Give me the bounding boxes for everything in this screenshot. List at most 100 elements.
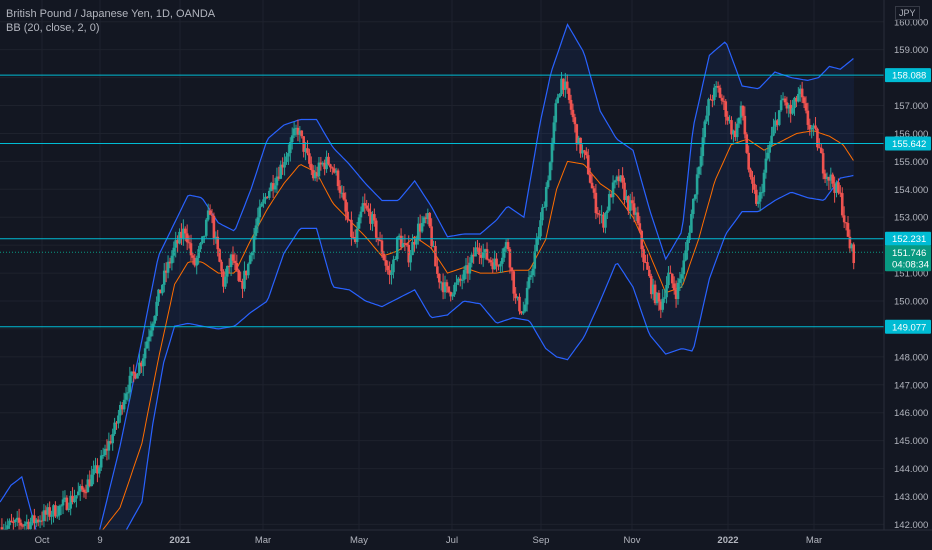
candle-body [252,235,256,253]
level-tag[interactable] [885,136,931,151]
candle-body [266,196,269,198]
candle-body [548,162,552,181]
candle-body [233,260,237,263]
candle-body [682,260,686,275]
candle-body [229,254,233,268]
candle-body [529,275,533,278]
candle-body [287,153,290,157]
candle-body [65,497,69,510]
candle-body [508,249,512,268]
candle-body [46,507,50,515]
symbol-title[interactable]: British Pound / Japanese Yen, 1D, OANDA [6,8,216,20]
candle-body [693,194,697,199]
candle-body [823,173,827,179]
candle-body [136,373,139,379]
candle-body [34,519,38,524]
time-tick-label: 2022 [717,535,738,546]
candle-body [583,150,586,152]
candle-body [787,104,791,109]
level-tag-label: 152.231 [892,234,926,245]
candle-body [155,301,158,316]
time-axis-panel[interactable] [0,530,932,550]
candle-body [728,120,731,122]
candle-body [848,236,852,249]
candle-body [302,136,305,152]
candle-body [518,296,521,312]
currency-label[interactable]: JPY [895,6,920,20]
candle-body [586,155,590,175]
candle-body [319,162,323,165]
price-tick-label: 145.000 [894,436,928,447]
candle-body [394,259,397,261]
candle-body [86,479,90,493]
candle-body [99,455,103,468]
candle-body [346,211,349,220]
candle-body [222,271,225,287]
candle-body [839,192,842,194]
candle-body [342,192,346,200]
candle-body [846,223,850,237]
indicator-title[interactable]: BB (20, close, 2, 0) [6,22,100,34]
candle-body [281,164,284,168]
candle-body [506,242,510,250]
candle-body [468,262,472,274]
candle-body [235,262,239,271]
candle-body [831,174,835,184]
candle-body [191,255,195,258]
candle-body [283,161,286,168]
candle-body [40,520,44,522]
level-tag[interactable] [885,319,931,334]
candle-body [777,110,781,125]
candle-body [722,100,726,102]
candle-body [172,247,176,256]
level-tag[interactable] [885,231,931,246]
candle-body [140,362,143,367]
candle-body [149,330,153,337]
candle-body [267,190,271,198]
candle-body [810,127,813,130]
candle-body [798,88,802,94]
candle-body [166,261,170,273]
candle-body [321,162,325,165]
candle-body [311,170,315,179]
candle-body [625,196,628,200]
candle-body [709,99,712,101]
level-tag-label: 149.077 [892,322,926,333]
price-tick-label: 156.000 [894,129,928,140]
price-axis-panel[interactable] [884,0,932,550]
candle-body [565,81,569,89]
candle-body [344,199,347,212]
candle-body [109,441,113,444]
candle-body [96,465,99,474]
candle-body [119,404,122,416]
candle-body [779,100,783,111]
candle-body [413,241,416,245]
price-tick-label: 160.000 [894,17,928,28]
candle-body [577,137,580,145]
candle-body [497,265,500,267]
candle-body [630,200,634,204]
level-tag[interactable] [885,68,931,83]
candle-body [164,270,168,273]
candle-body [388,270,391,275]
candle-body [674,289,678,299]
candle-body [575,124,579,145]
candle-body [325,156,328,170]
candle-body [420,223,424,232]
candle-body [707,99,710,116]
candle-body [474,247,477,257]
last-price-tag[interactable] [885,245,931,272]
candle-body [724,101,728,117]
candle-body [479,254,483,258]
candle-body [212,215,216,239]
candle-body [665,285,668,298]
candle-body [483,249,487,253]
candle-body [686,239,689,251]
candle-body [334,170,338,173]
candle-body [25,521,29,525]
candle-body [718,87,722,98]
candle-body [216,236,220,250]
candle-body [703,121,707,138]
candle-body [277,176,281,179]
